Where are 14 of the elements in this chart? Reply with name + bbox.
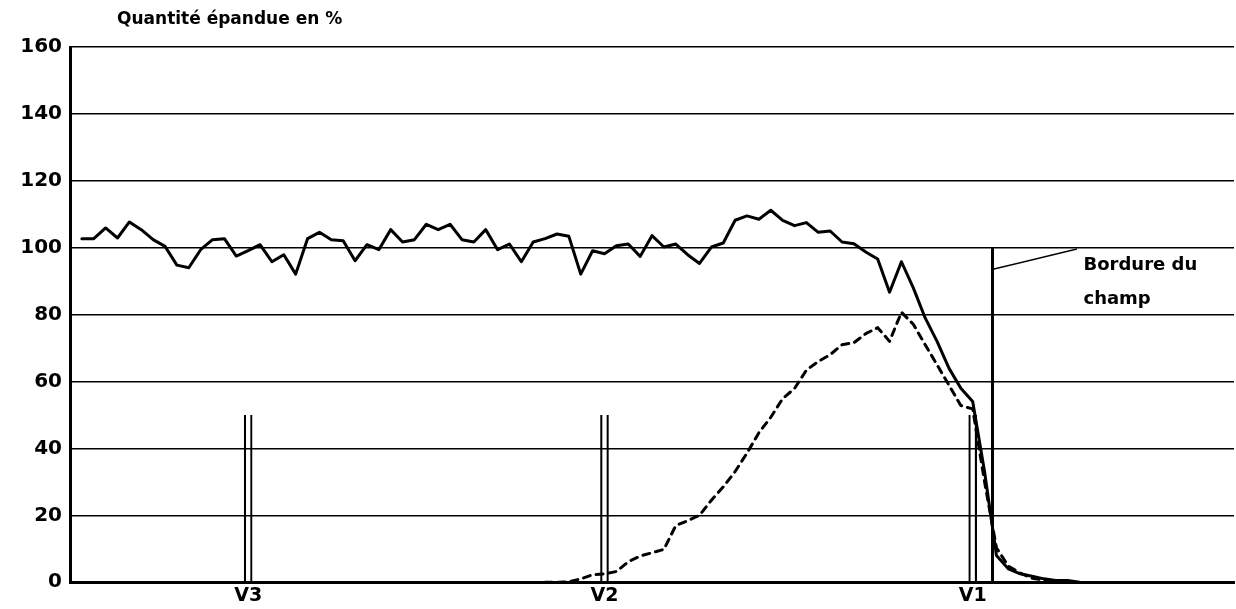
x-tick-label: V1: [958, 582, 987, 605]
y-tick-label: 140: [20, 100, 62, 125]
y-tick-label: 60: [34, 367, 62, 392]
y-axis-title: Quantité épandue en %: [117, 8, 343, 28]
y-tick-label: 80: [34, 300, 62, 325]
y-tick-label: 40: [34, 434, 62, 459]
annotation: Bordure du champ: [1083, 253, 1198, 309]
y-tick-label: 20: [34, 501, 62, 526]
x-tick-label: V2: [590, 582, 619, 605]
y-tick-label: 160: [20, 33, 62, 58]
x-tick-label: V3: [234, 582, 263, 605]
y-tick-label: 0: [48, 568, 62, 593]
y-tick-label: 120: [20, 167, 62, 191]
y-tick-label: 100: [20, 233, 62, 258]
